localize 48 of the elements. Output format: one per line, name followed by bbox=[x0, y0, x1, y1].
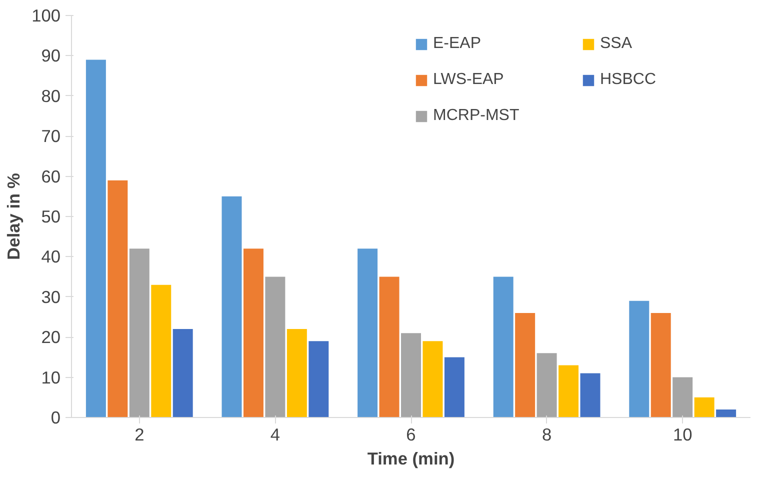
y-axis-title: Delay in % bbox=[4, 173, 24, 260]
y-tick-label: 70 bbox=[41, 126, 61, 146]
bar bbox=[151, 284, 172, 418]
y-tick-label: 50 bbox=[41, 206, 61, 226]
y-tick-label: 40 bbox=[41, 246, 61, 267]
x-tick-label: 6 bbox=[406, 424, 416, 444]
bar bbox=[716, 409, 736, 418]
y-tick-label: 100 bbox=[32, 6, 61, 26]
bar bbox=[401, 333, 421, 418]
y-tick-label: 60 bbox=[41, 166, 61, 186]
y-tick-label: 30 bbox=[41, 286, 61, 307]
bar bbox=[243, 248, 264, 418]
x-tick-label: 8 bbox=[542, 424, 552, 444]
bar bbox=[129, 248, 150, 418]
bar bbox=[629, 300, 650, 418]
bar bbox=[536, 353, 557, 418]
legend-label: E-EAP bbox=[433, 35, 482, 53]
bar bbox=[379, 276, 400, 418]
x-tick-label: 4 bbox=[270, 424, 280, 444]
y-tick-label: 0 bbox=[50, 408, 61, 428]
legend-label: MCRP-MST bbox=[433, 107, 520, 125]
legend-label: HSBCC bbox=[600, 71, 658, 89]
bar bbox=[358, 248, 378, 418]
legend-label: SSA bbox=[600, 35, 634, 53]
y-tick-label: 90 bbox=[41, 46, 61, 66]
bar bbox=[694, 397, 714, 418]
bar bbox=[222, 196, 242, 418]
bar bbox=[286, 329, 307, 418]
bar bbox=[172, 329, 193, 418]
bar bbox=[265, 276, 286, 418]
bar bbox=[672, 377, 693, 418]
y-tick-label: 20 bbox=[41, 327, 61, 348]
bar bbox=[493, 276, 514, 418]
y-tick-label: 80 bbox=[41, 86, 61, 106]
bar bbox=[422, 341, 443, 418]
legend-label: LWS-EAP bbox=[433, 71, 505, 89]
bar bbox=[580, 373, 600, 418]
x-axis-title: Time (min) bbox=[367, 448, 455, 468]
bar bbox=[444, 357, 464, 418]
bar bbox=[650, 312, 671, 418]
bar bbox=[108, 180, 128, 418]
bar bbox=[308, 341, 329, 418]
bar bbox=[558, 365, 579, 418]
y-tick-label: 10 bbox=[41, 367, 61, 388]
x-tick-label: 2 bbox=[134, 424, 144, 444]
bar bbox=[515, 312, 536, 418]
x-tick-label: 10 bbox=[672, 424, 692, 444]
bar bbox=[86, 60, 106, 418]
